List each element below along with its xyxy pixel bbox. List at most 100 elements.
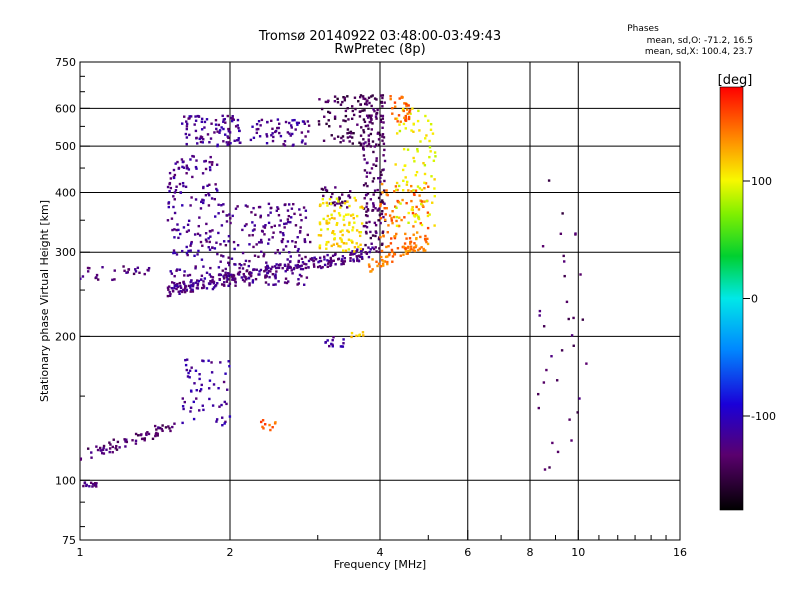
data-point	[414, 220, 417, 223]
data-point	[259, 241, 262, 244]
data-point	[434, 155, 437, 158]
data-point	[329, 202, 333, 205]
data-point	[253, 228, 256, 231]
data-point	[371, 258, 374, 261]
data-point	[319, 228, 323, 231]
data-point	[181, 181, 185, 185]
data-point	[342, 95, 345, 99]
data-point	[378, 247, 381, 250]
data-point	[248, 259, 251, 263]
data-point	[362, 184, 366, 187]
data-point	[178, 281, 182, 285]
data-point	[365, 202, 369, 205]
data-point	[264, 275, 267, 279]
data-point	[355, 255, 358, 258]
data-point	[224, 420, 227, 424]
data-point	[226, 278, 229, 281]
data-point	[371, 122, 374, 125]
data-point	[426, 226, 430, 230]
data-point	[285, 222, 288, 225]
data-point	[324, 340, 327, 344]
data-point	[108, 441, 111, 444]
data-point	[271, 127, 274, 130]
data-point	[187, 371, 190, 375]
data-point	[173, 198, 176, 201]
data-point	[350, 331, 354, 335]
data-point	[295, 121, 299, 124]
data-point	[90, 451, 93, 454]
data-point	[289, 134, 292, 137]
data-point	[365, 252, 369, 255]
data-point	[88, 485, 91, 488]
data-point	[230, 257, 234, 260]
data-point	[210, 361, 213, 364]
data-point	[202, 138, 205, 141]
data-point	[344, 200, 347, 203]
data-point	[204, 232, 208, 235]
data-point	[344, 249, 348, 252]
data-point	[317, 120, 321, 123]
data-point	[140, 433, 143, 436]
data-point	[349, 190, 352, 193]
data-point	[243, 280, 246, 283]
data-point	[380, 249, 384, 253]
data-point	[359, 243, 362, 247]
data-point	[362, 129, 365, 132]
data-point	[403, 216, 406, 219]
data-point	[372, 177, 376, 180]
data-point	[361, 331, 365, 334]
data-point	[200, 200, 203, 204]
data-point	[236, 243, 240, 247]
data-point	[376, 264, 379, 268]
data-point	[408, 249, 412, 253]
data-point	[214, 118, 218, 122]
data-point	[131, 439, 134, 442]
data-point	[376, 108, 379, 112]
data-point	[365, 114, 369, 117]
data-point	[191, 175, 194, 179]
data-point	[208, 229, 212, 233]
data-point	[237, 126, 240, 130]
data-point	[405, 201, 408, 205]
data-point	[329, 256, 332, 260]
data-point	[381, 242, 384, 245]
data-point	[289, 124, 293, 127]
data-point	[327, 99, 330, 102]
data-point	[166, 219, 170, 222]
data-point	[269, 211, 272, 214]
data-point	[179, 232, 182, 236]
data-point	[329, 195, 333, 199]
data-point	[381, 191, 384, 194]
data-point	[335, 197, 339, 200]
data-point	[194, 198, 198, 201]
data-point	[426, 214, 430, 218]
data-point	[223, 422, 226, 425]
data-point	[111, 278, 114, 282]
data-point	[215, 418, 219, 421]
data-point	[212, 282, 216, 285]
data-point	[263, 270, 266, 273]
data-point	[169, 186, 173, 190]
data-point	[341, 100, 344, 104]
data-point	[401, 168, 405, 172]
data-point	[202, 285, 206, 288]
data-point	[423, 164, 427, 167]
data-point	[182, 280, 185, 284]
data-point	[401, 107, 405, 111]
data-point	[331, 338, 334, 342]
data-point	[326, 259, 329, 262]
data-point	[299, 213, 302, 217]
data-point	[225, 280, 229, 283]
data-point	[90, 456, 93, 459]
data-point	[340, 204, 343, 208]
data-point	[359, 144, 363, 147]
data-point	[379, 216, 383, 220]
data-point	[167, 205, 171, 209]
data-point	[102, 446, 105, 450]
data-point	[230, 119, 234, 123]
data-point	[317, 123, 321, 126]
data-point	[258, 273, 261, 276]
data-point	[548, 466, 551, 469]
data-point	[368, 265, 371, 268]
data-point	[372, 163, 375, 166]
